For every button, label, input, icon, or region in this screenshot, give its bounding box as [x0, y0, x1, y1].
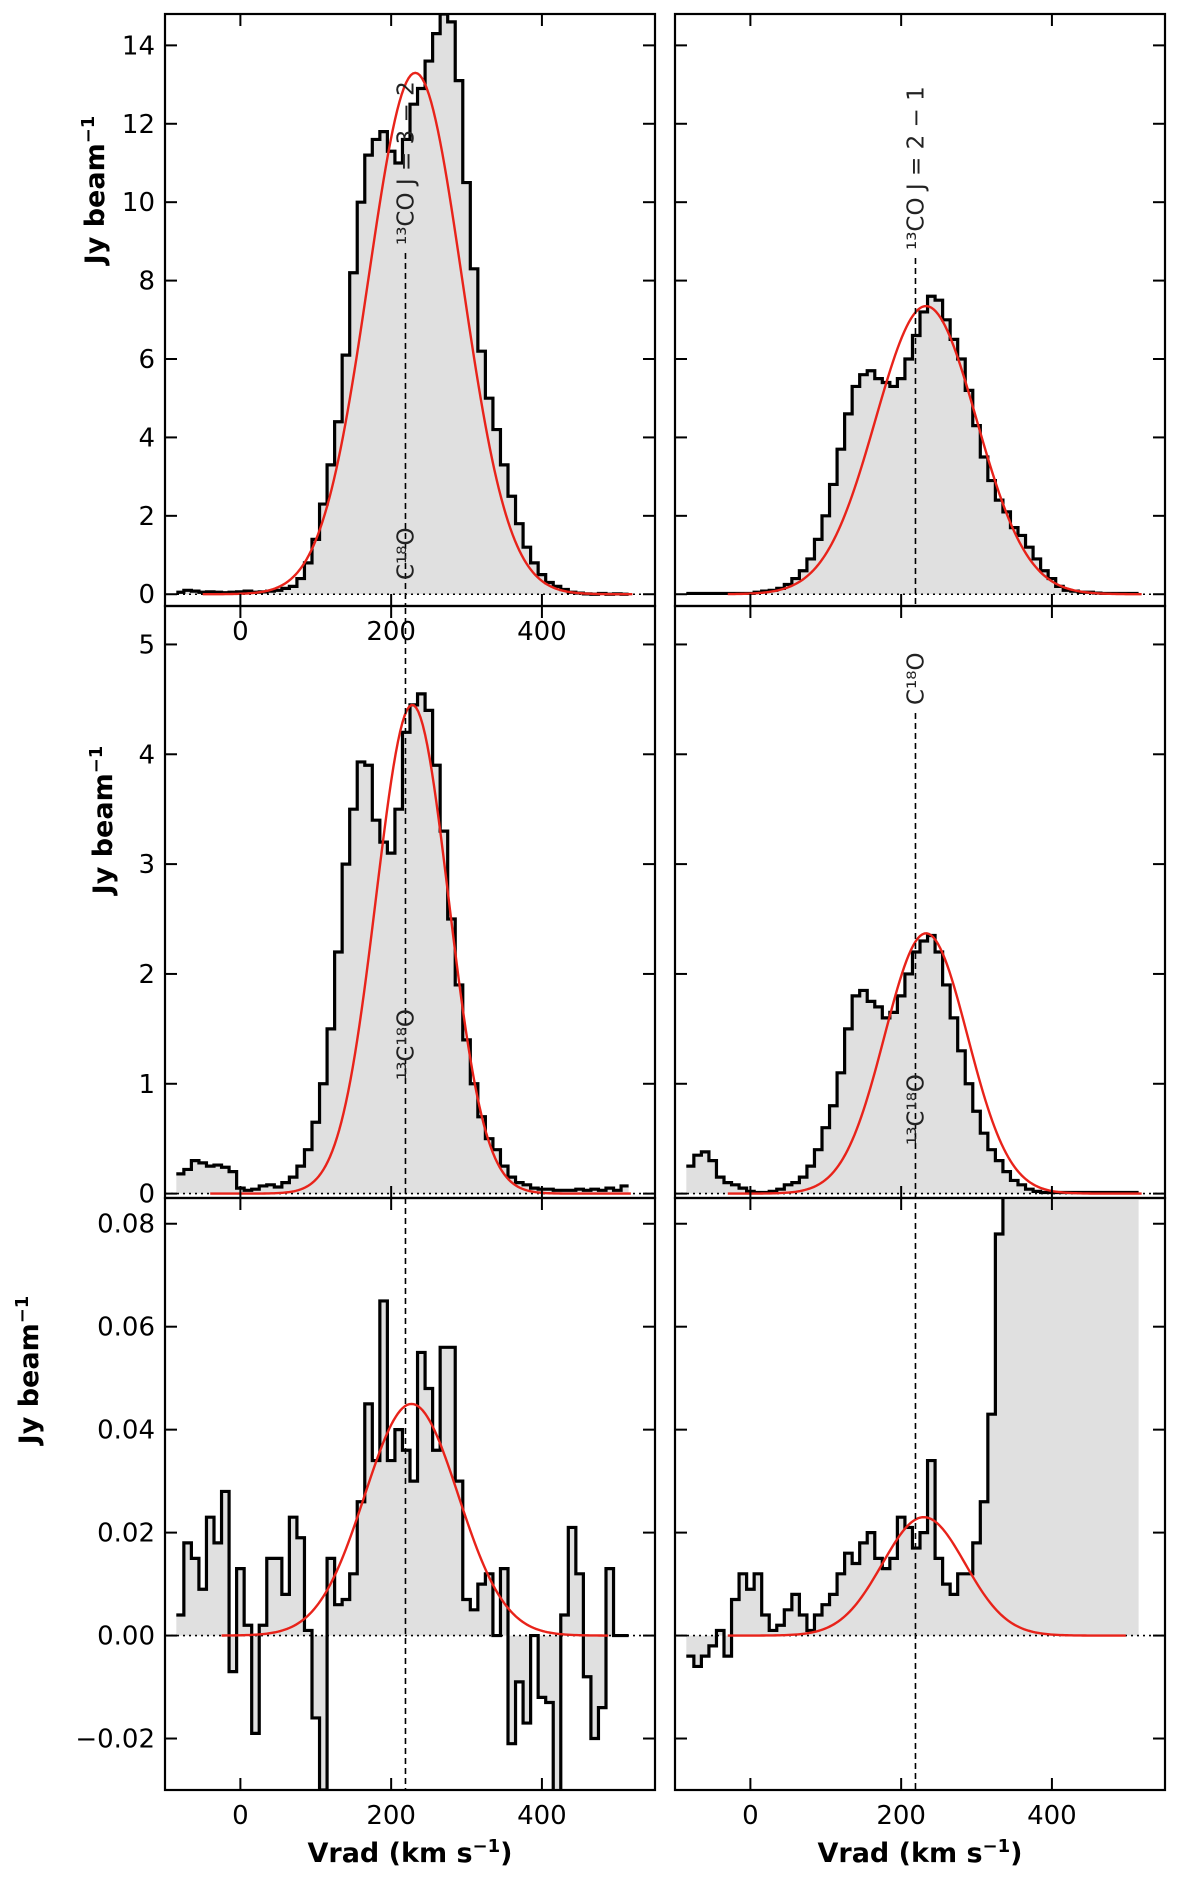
x-axis-title: Vrad (km s−1): [307, 1836, 512, 1870]
panel-r0-c1-spectrum-step: [686, 294, 1139, 596]
panel-r2-c0-frame: [163, 1196, 657, 1792]
panel-r0-c0-ytick-label: 8: [138, 267, 155, 297]
panel-r2-c0-line-label: ¹³C¹⁸O: [393, 1009, 419, 1080]
panel-r2-c1-spectrum-step: [686, 1198, 1005, 1669]
panel-r1-c0-spectrum-fill: [176, 693, 629, 1194]
panel-r2-c1: ¹³C¹⁸O 0 200 400: [673, 1074, 1167, 1831]
panel-r2-c1-line-label: ¹³C¹⁸O: [903, 1074, 929, 1145]
panel-r2-c0-ytick-label: 0.08: [97, 1210, 155, 1240]
y-axis-title: Jy beam−1: [78, 116, 112, 267]
panel-r2-c1-xtick-label: 0: [742, 1801, 759, 1831]
panel-r1-c1-line-label: C¹⁸O: [903, 652, 929, 705]
panel-r1-c0-ytick-label: 5: [138, 630, 155, 660]
panel-r0-c1-gaussian-fit: [727, 304, 1142, 596]
panel-r2-c1-spectrum-fill: [686, 1198, 1139, 1667]
panel-r2-c0: ¹³C¹⁸O−0.020.000.020.040.060.080 200 400: [75, 1009, 657, 1831]
panel-r1-c0-gaussian-fit: [210, 703, 631, 1195]
panel-r0-c0-xtick-label: 400: [517, 617, 567, 647]
panel-r2-c1-xtick-label: 400: [1027, 1801, 1077, 1831]
panel-r0-c0-ytick-label: 4: [138, 423, 155, 453]
panel-r0-c0-ytick-label: 12: [122, 110, 155, 140]
panel-r0-c1-spectrum-fill: [686, 296, 1139, 595]
panel-r0-c0-line-label: ¹³CO J = 3 − 2: [393, 81, 419, 245]
panel-r2-c1-xtick-label: 200: [876, 1801, 926, 1831]
panel-r0-c0-spectrum-fill: [176, 14, 629, 595]
panel-r2-c0-xtick-label: 400: [517, 1801, 567, 1831]
panel-r0-c1: ¹³CO J = 2 − 1: [673, 12, 1167, 608]
panel-r1-c1-gaussian-fit: [727, 932, 1142, 1195]
panel-r2-c0-spectrum-fill: [176, 1300, 629, 1790]
panel-r2-c1-frame: [673, 1196, 1167, 1792]
x-axis-titles: Vrad (km s−1) Vrad (km s−1): [307, 1836, 1022, 1870]
panel-r2-c1-gaussian-fit: [727, 1515, 1126, 1637]
panel-r1-c0-spectrum-step: [176, 692, 629, 1192]
panel-r0-c0-ytick-label: 10: [122, 188, 155, 218]
panel-r2-c0-xtick-label: 0: [232, 1801, 249, 1831]
panel-r1-c0-line-label: C¹⁸O: [393, 527, 419, 580]
panel-r1-c0-ytick-label: 4: [138, 740, 155, 770]
panel-r0-c0-ytick-label: 0: [138, 580, 155, 610]
panel-r2-c0-ytick-label: 0.06: [97, 1313, 155, 1343]
panel-r1-c1-spectrum-fill: [686, 935, 1139, 1194]
panel-r0-c0-ytick-label: 14: [122, 31, 155, 61]
panel-r1-c0: C¹⁸O 0 1 2 3 4 5: [138, 527, 657, 1210]
panel-r1-c0-ytick-label: 1: [138, 1070, 155, 1100]
y-axis-titles: Jy beam−1 Jy beam−1 Jy beam−1: [12, 116, 120, 1447]
panel-r0-c0-ytick-label: 2: [138, 502, 155, 532]
x-axis-title: Vrad (km s−1): [817, 1836, 1022, 1870]
panel-r2-c0-ytick-label: 0.04: [97, 1416, 155, 1446]
panel-r0-c0-xtick-label: 0: [232, 617, 249, 647]
panel-r1-c0-ytick-label: 3: [138, 850, 155, 880]
panel-r0-c1-line-label: ¹³CO J = 2 − 1: [903, 86, 929, 250]
panel-r0-c0-gaussian-fit: [202, 71, 633, 596]
panel-r0-c0-xtick-label: 200: [366, 617, 416, 647]
panel-r2-c0-ytick-label: −0.02: [75, 1725, 155, 1755]
panel-r1-c0-ytick-label: 2: [138, 960, 155, 990]
y-axis-title: Jy beam−1: [12, 1296, 46, 1447]
panel-r0-c0-ytick-label: 6: [138, 345, 155, 375]
panel-r2-c0-ytick-label: 0.02: [97, 1519, 155, 1549]
panel-r0-c0: ¹³CO J = 3 − 2 0 2 4 6 8 10 12 14 0 200 400: [122, 12, 657, 647]
y-axis-title: Jy beam−1: [86, 746, 120, 897]
panel-r2-c0-spectrum-step: [176, 1299, 629, 1790]
panel-r2-c0-gaussian-fit: [221, 1402, 609, 1637]
panel-r2-c0-ytick-label: 0.00: [97, 1622, 155, 1652]
panel-r2-c0-xtick-label: 200: [366, 1801, 416, 1831]
panel-r1-c0-ytick-label: 0: [138, 1180, 155, 1210]
